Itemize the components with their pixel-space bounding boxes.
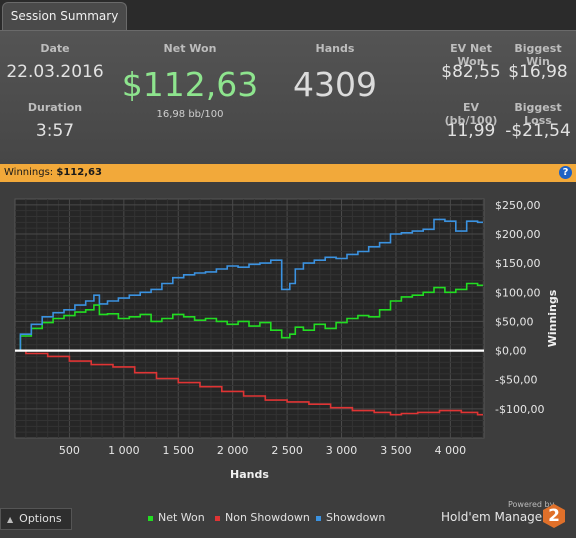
x-tick-label: 3 500 bbox=[380, 444, 412, 457]
x-tick-label: 1 500 bbox=[163, 444, 195, 457]
x-tick-label: 4 000 bbox=[435, 444, 467, 457]
winnings-chart: 500 1 000 1 500 2 000 2 500 3 000 3 500 4 000 $2… bbox=[0, 182, 576, 534]
winnings-chart-svg: 500 1 000 1 500 2 000 2 500 3 000 3 500 4 000 $2… bbox=[14, 198, 559, 481]
date-value: 22.03.2016 bbox=[6, 62, 104, 82]
help-icon[interactable]: ? bbox=[559, 166, 572, 179]
options-button[interactable]: ▲ Options bbox=[0, 508, 72, 530]
x-tick-label: 3 000 bbox=[326, 444, 358, 457]
biggest-win-label: Biggest Win bbox=[514, 42, 562, 68]
y-tick-label: $100,00 bbox=[495, 286, 541, 299]
biggest-win-value: $16,98 bbox=[508, 62, 568, 82]
duration-label: Duration bbox=[27, 101, 83, 114]
x-tick-label: 1 000 bbox=[108, 444, 140, 457]
net-won-label: Net Won bbox=[163, 42, 217, 55]
y-tick-label: -$100,00 bbox=[495, 403, 544, 416]
legend-label-non-showdown: Non Showdown bbox=[225, 511, 310, 524]
x-axis-label: Hands bbox=[230, 468, 269, 481]
hands-value: 4309 bbox=[293, 65, 377, 104]
tab-bar: Session Summary bbox=[0, 0, 576, 30]
summary-panel: Date 22.03.2016 Duration 3:57 Net Won $1… bbox=[0, 30, 576, 165]
winnings-bar: Winnings: $112,63 ? bbox=[0, 164, 576, 182]
y-tick-label: $50,00 bbox=[495, 315, 534, 328]
x-tick-label: 2 000 bbox=[217, 444, 249, 457]
series-line-showdown bbox=[15, 218, 483, 352]
net-won-value: $112,63 bbox=[121, 65, 259, 104]
hands-label: Hands bbox=[315, 42, 355, 55]
legend-swatch-showdown bbox=[316, 515, 321, 521]
chevron-up-icon: ▲ bbox=[7, 515, 14, 524]
ev-net-won-value: $82,55 bbox=[441, 62, 501, 82]
duration-value: 3:57 bbox=[35, 121, 75, 141]
legend-swatch-net-won bbox=[148, 515, 153, 521]
legend-label-net-won: Net Won bbox=[158, 511, 205, 524]
y-tick-label: -$50,00 bbox=[495, 374, 537, 387]
legend-swatch-non-showdown bbox=[215, 515, 220, 521]
ev-bb-value: 11,99 bbox=[446, 121, 496, 141]
legend-non-showdown: Non Showdown bbox=[215, 511, 310, 524]
y-tick-label: $0,00 bbox=[495, 345, 527, 358]
ev-bb-label: EV (bb/100) bbox=[444, 101, 498, 127]
hem2-logo: 2 bbox=[543, 504, 565, 528]
y-axis-label: Winnings bbox=[546, 289, 559, 347]
y-tick-label: $200,00 bbox=[495, 228, 541, 241]
legend-net-won: Net Won bbox=[148, 511, 205, 524]
winnings-label: Winnings: bbox=[4, 167, 54, 178]
y-tick-label: $250,00 bbox=[495, 199, 541, 212]
legend-showdown: Showdown bbox=[316, 511, 385, 524]
biggest-loss-label: Biggest Loss bbox=[514, 101, 562, 127]
y-tick-label: $150,00 bbox=[495, 257, 541, 270]
plot-area bbox=[14, 198, 485, 439]
powered-by-text: Powered by bbox=[508, 500, 555, 509]
winnings-value: $112,63 bbox=[56, 167, 102, 178]
net-won-bb: 16,98 bb/100 bbox=[156, 109, 224, 120]
biggest-loss-value: -$21,54 bbox=[505, 121, 571, 141]
brand-name: Hold'em Manager bbox=[441, 510, 548, 524]
series-line-net-won bbox=[15, 282, 483, 352]
x-tick-label: 500 bbox=[59, 444, 80, 457]
x-tick-label: 2 500 bbox=[271, 444, 303, 457]
series-line-non-showdown bbox=[15, 349, 483, 416]
tab-session-summary[interactable]: Session Summary bbox=[2, 2, 127, 30]
date-label: Date bbox=[40, 42, 70, 55]
legend-label-showdown: Showdown bbox=[326, 511, 386, 524]
ev-net-won-label: EV Net Won bbox=[450, 42, 492, 68]
options-label: Options bbox=[19, 512, 62, 525]
